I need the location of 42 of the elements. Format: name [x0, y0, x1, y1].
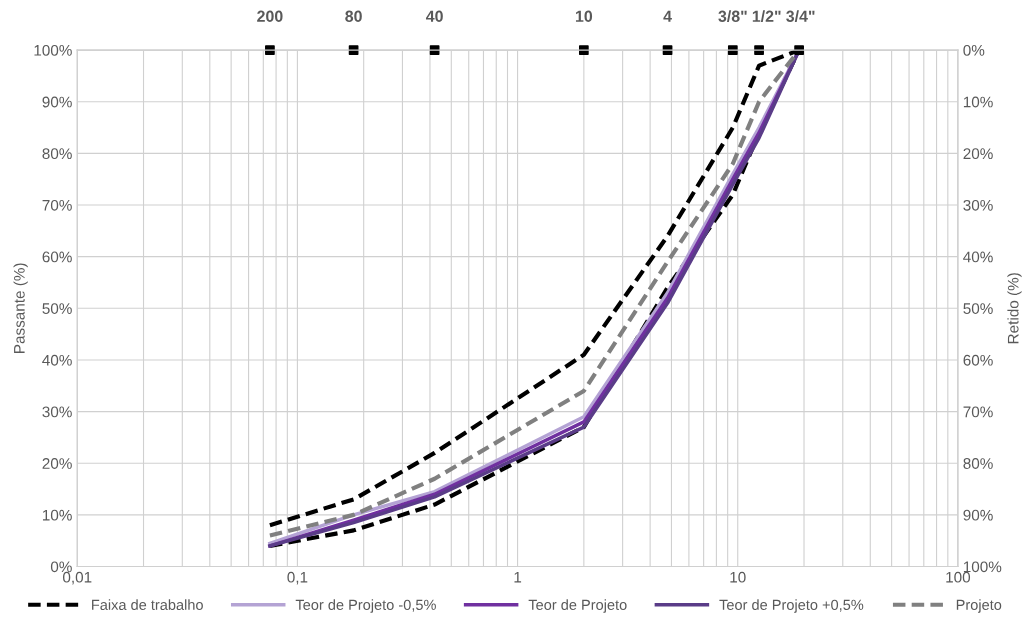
y-tick-label: 20%	[42, 458, 72, 469]
annotation: 80	[345, 10, 362, 22]
y-tick-label: 70%	[42, 199, 72, 211]
y-tick-label: 100%	[34, 44, 72, 56]
legend-label: Teor de Projeto +0,5%	[719, 599, 864, 613]
x-tick-label: 1	[514, 571, 522, 583]
y2-tick-label: 10%	[963, 96, 993, 108]
annotation: 3/8"	[718, 10, 747, 23]
annotation: 40	[425, 10, 443, 22]
x-tick-label: 100	[946, 571, 971, 583]
y-tick-label: 10%	[42, 509, 72, 521]
y-tick-label: 80%	[42, 148, 72, 160]
y2-tick-label: 60%	[963, 354, 993, 366]
y2-tick-label: 70%	[963, 406, 993, 418]
y-tick-label: 50%	[42, 303, 72, 314]
y2-tick-label: 30%	[963, 199, 993, 211]
legend-label: Projeto	[956, 599, 1002, 613]
y2-axis-title: Retido (%)	[1007, 273, 1022, 344]
annotation: 4	[663, 10, 672, 22]
y-axis-title: Passante (%)	[13, 263, 28, 353]
y-tick-label: 0%	[50, 561, 72, 573]
y2-tick-label: 0%	[963, 44, 985, 56]
annotation: 3/4"	[786, 10, 815, 23]
y2-tick-label: 80%	[963, 458, 993, 469]
y2-tick-label: 20%	[963, 148, 993, 160]
legend-label: Faixa de trabalho	[92, 599, 203, 610]
y2-tick-label: 40%	[963, 251, 993, 263]
y-tick-label: 90%	[42, 96, 72, 108]
y-tick-label: 30%	[42, 406, 72, 418]
annotation: 1/2"	[752, 10, 781, 23]
x-tick-label: 0,1	[287, 571, 308, 585]
annotation: 200	[257, 10, 283, 22]
y2-tick-label: 100%	[963, 561, 1002, 573]
y-tick-label: 60%	[42, 251, 72, 263]
y2-tick-label: 50%	[963, 303, 993, 314]
y-tick-label: 40%	[42, 354, 72, 366]
x-tick-label: 10	[730, 571, 746, 583]
legend-label: Teor de Projeto -0,5%	[295, 599, 436, 613]
legend-label: Teor de Projeto	[528, 599, 627, 613]
x-tick-label: 0,01	[62, 571, 92, 585]
y2-tick-label: 90%	[963, 509, 993, 521]
annotation: 10	[575, 10, 593, 22]
